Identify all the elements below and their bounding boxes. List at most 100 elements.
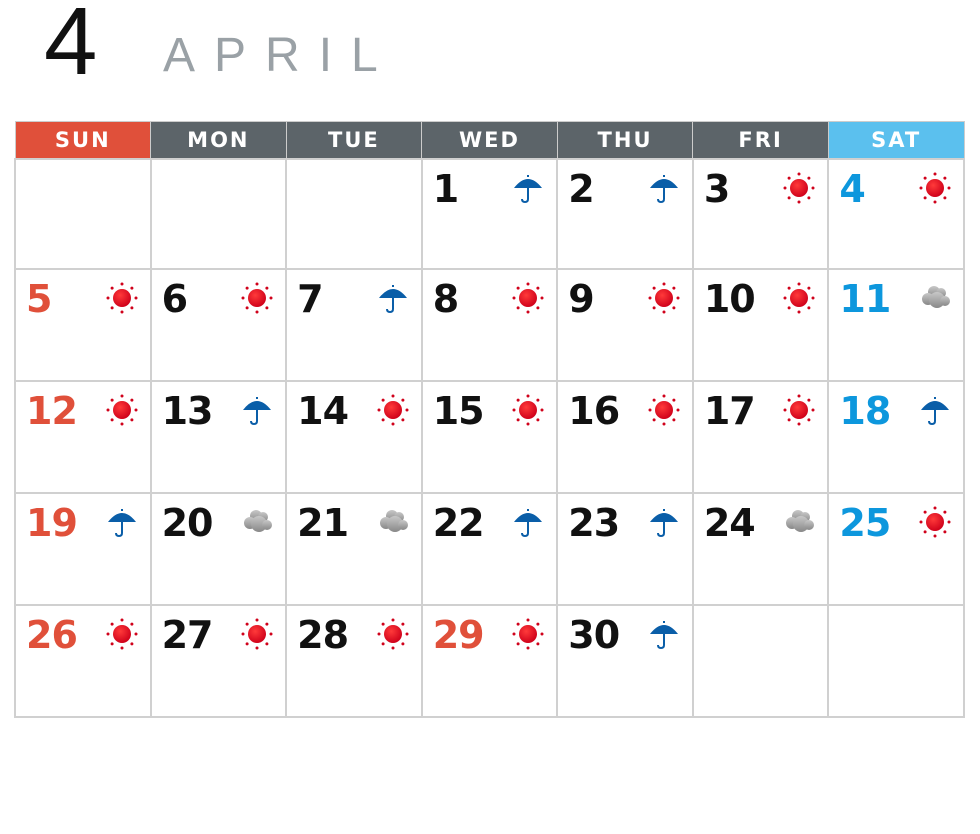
day-cell: 17: [691, 380, 830, 494]
day-cell: 24: [691, 492, 830, 606]
week-row: 26 27 28 29 30: [14, 604, 965, 718]
day-number: 3: [703, 167, 730, 211]
sun-icon: [512, 282, 544, 314]
sun-icon: [648, 394, 680, 426]
sun-icon: [512, 618, 544, 650]
day-cell: 23: [556, 492, 694, 606]
day-cell: 28: [285, 604, 423, 718]
sun-icon: [241, 282, 273, 314]
day-cell: 19: [14, 492, 152, 606]
week-row: 19 20 21 22 23 24 25: [14, 492, 965, 606]
day-number: 29: [432, 613, 485, 657]
day-cell: 15: [420, 380, 559, 494]
day-cell: 22: [420, 492, 559, 606]
cloud-icon: [377, 506, 409, 538]
weekday-header-thu: THU: [556, 121, 694, 160]
rain-icon: [241, 394, 273, 426]
day-number: 16: [568, 389, 620, 433]
day-number: 14: [297, 389, 349, 433]
cloud-icon: [783, 506, 815, 538]
day-cell: 6: [149, 268, 288, 382]
day-cell: 7: [285, 268, 423, 382]
day-cell: 29: [420, 604, 559, 718]
day-number: 27: [161, 613, 214, 657]
month-number: 4: [44, 0, 98, 95]
day-cell: 2: [556, 158, 694, 270]
week-row: 1 2 3 4: [14, 158, 965, 270]
sun-icon: [919, 506, 951, 538]
day-number: 20: [161, 501, 214, 545]
day-cell: 18: [827, 380, 965, 494]
day-number: 1: [432, 167, 459, 211]
rain-icon: [512, 172, 544, 204]
day-cell: 25: [827, 492, 965, 606]
day-cell: 8: [420, 268, 559, 382]
sun-icon: [106, 394, 138, 426]
day-cell: 4: [827, 158, 965, 270]
rain-icon: [377, 282, 409, 314]
day-number: 30: [568, 613, 620, 657]
rain-icon: [106, 506, 138, 538]
day-number: 19: [26, 501, 78, 545]
empty-day-cell: [827, 604, 965, 718]
weekday-header-fri: FRI: [692, 121, 829, 160]
weekday-header-tue: TUE: [285, 121, 423, 160]
day-number: 21: [297, 501, 349, 545]
cloud-icon: [919, 282, 951, 314]
day-cell: 14: [285, 380, 423, 494]
day-number: 25: [839, 501, 891, 545]
sun-icon: [783, 394, 815, 426]
day-cell: 21: [285, 492, 423, 606]
day-cell: 27: [149, 604, 288, 718]
day-cell: 26: [14, 604, 152, 718]
rain-icon: [648, 506, 680, 538]
day-cell: 10: [691, 268, 830, 382]
day-number: 5: [26, 277, 52, 321]
sun-icon: [377, 618, 409, 650]
sun-icon: [648, 282, 680, 314]
empty-day-cell: [691, 604, 830, 718]
sun-icon: [377, 394, 409, 426]
day-number: 6: [161, 277, 188, 321]
sun-icon: [919, 172, 951, 204]
calendar-grid: SUN MON TUE WED THU FRI SAT 1 2 3 4 5 6 7 8 9 10 1…: [14, 121, 965, 718]
day-cell: 30: [556, 604, 694, 718]
day-number: 7: [297, 277, 323, 321]
weekday-header-wed: WED: [421, 121, 558, 160]
day-cell: 5: [14, 268, 152, 382]
day-number: 2: [568, 167, 594, 211]
sun-icon: [783, 172, 815, 204]
sun-icon: [512, 394, 544, 426]
day-number: 8: [432, 277, 459, 321]
day-cell: 13: [149, 380, 288, 494]
day-number: 18: [839, 389, 891, 433]
sun-icon: [241, 618, 273, 650]
day-number: 11: [839, 277, 891, 321]
rain-icon: [648, 172, 680, 204]
month-name: APRIL: [163, 29, 397, 82]
rain-icon: [919, 394, 951, 426]
rain-icon: [512, 506, 544, 538]
day-cell: 9: [556, 268, 694, 382]
day-number: 22: [432, 501, 485, 545]
day-number: 24: [703, 501, 756, 545]
day-cell: 20: [149, 492, 288, 606]
day-cell: 1: [420, 158, 559, 270]
cloud-icon: [241, 506, 273, 538]
day-number: 15: [432, 389, 485, 433]
day-number: 4: [839, 167, 865, 211]
day-cell: 11: [827, 268, 965, 382]
empty-day-cell: [149, 158, 288, 270]
day-cell: 3: [691, 158, 830, 270]
day-cell: 12: [14, 380, 152, 494]
weekday-header-mon: MON: [150, 121, 287, 160]
sun-icon: [106, 282, 138, 314]
day-number: 26: [26, 613, 78, 657]
sun-icon: [783, 282, 815, 314]
day-number: 17: [703, 389, 756, 433]
week-row: 5 6 7 8 9 10 11: [14, 268, 965, 382]
day-number: 13: [161, 389, 214, 433]
day-number: 12: [26, 389, 78, 433]
day-number: 23: [568, 501, 620, 545]
rain-icon: [648, 618, 680, 650]
